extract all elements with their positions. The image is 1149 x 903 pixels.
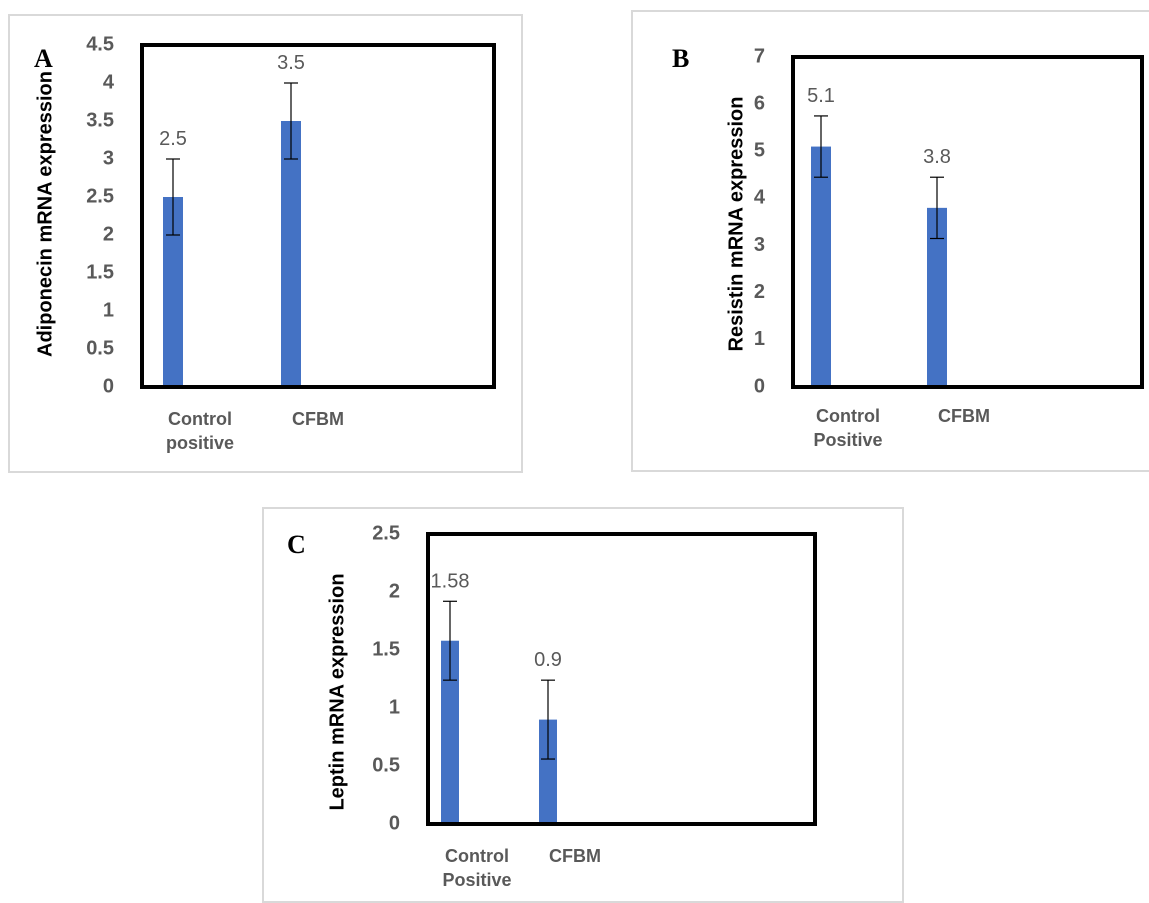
panel-c <box>262 507 904 903</box>
y-tick-label-a-0: 0 <box>103 375 114 397</box>
y-tick-label-b-5: 5 <box>754 140 765 162</box>
category-label-c-1: CFBM <box>549 846 601 866</box>
category-label-c-0: Control Positive <box>442 846 511 890</box>
y-tick-label-a-6: 3 <box>103 147 114 169</box>
y-tick-label-b-1: 1 <box>754 328 765 350</box>
data-label-c-1: 0.9 <box>534 649 562 671</box>
y-tick-label-a-4: 2 <box>103 223 114 245</box>
data-label-c-0: 1.58 <box>431 570 470 592</box>
y-tick-label-a-1: 0.5 <box>86 337 114 359</box>
bar-b-1 <box>927 207 947 387</box>
y-tick-label-c-0: 0 <box>389 812 400 834</box>
y-axis-title-a: Adiponecin mRNA expression <box>34 71 56 357</box>
y-tick-label-c-4: 2 <box>389 580 400 602</box>
category-label-a-0: Control positive <box>166 409 234 453</box>
panel-label-a: A <box>34 44 53 73</box>
category-label-b-1: CFBM <box>938 406 990 426</box>
y-tick-label-c-5: 2.5 <box>372 522 400 544</box>
category-label-a-1: CFBM <box>292 409 344 429</box>
bar-c-0 <box>441 640 459 824</box>
y-tick-label-a-9: 4.5 <box>86 33 114 55</box>
y-tick-label-c-1: 0.5 <box>372 754 400 776</box>
y-tick-label-a-7: 3.5 <box>86 109 114 131</box>
panel-a <box>8 14 523 473</box>
y-axis-title-c: Leptin mRNA expression <box>326 573 348 810</box>
y-tick-label-b-2: 2 <box>754 281 765 303</box>
y-tick-label-c-3: 1.5 <box>372 638 400 660</box>
y-axis-title-b: Resistin mRNA expression <box>725 97 747 352</box>
y-tick-label-b-7: 7 <box>754 45 765 67</box>
panel-label-b: B <box>672 44 689 73</box>
panel-b <box>631 10 1149 472</box>
plot-frame-a <box>140 43 496 389</box>
panel-label-c: C <box>287 530 306 559</box>
data-label-b-1: 3.8 <box>923 146 951 168</box>
y-tick-label-b-6: 6 <box>754 92 765 114</box>
plot-frame-b <box>791 55 1144 389</box>
y-tick-label-a-8: 4 <box>103 71 115 93</box>
y-tick-label-c-2: 1 <box>389 696 400 718</box>
data-label-b-0: 5.1 <box>807 85 835 107</box>
bar-b-0 <box>811 146 831 387</box>
bar-c-1 <box>539 719 557 824</box>
y-tick-label-a-3: 1.5 <box>86 261 114 283</box>
y-tick-label-a-5: 2.5 <box>86 185 114 207</box>
category-label-b-0: Control Positive <box>813 406 882 450</box>
bar-a-1 <box>281 121 301 387</box>
y-tick-label-b-0: 0 <box>754 375 765 397</box>
bar-a-0 <box>163 197 183 387</box>
y-tick-label-b-3: 3 <box>754 234 765 256</box>
data-label-a-0: 2.5 <box>159 128 187 150</box>
data-label-a-1: 3.5 <box>277 52 305 74</box>
y-tick-label-b-4: 4 <box>754 187 766 209</box>
y-tick-label-a-2: 1 <box>103 299 114 321</box>
plot-frame-c <box>426 532 817 826</box>
